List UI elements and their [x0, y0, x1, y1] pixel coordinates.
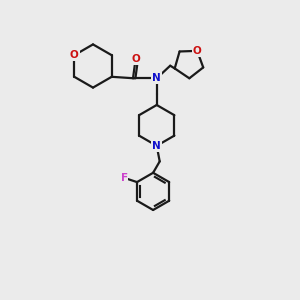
Text: N: N: [152, 73, 161, 83]
Text: O: O: [132, 54, 141, 64]
Text: N: N: [152, 141, 161, 151]
Text: O: O: [70, 50, 79, 60]
Text: O: O: [193, 46, 202, 56]
Text: F: F: [121, 172, 128, 183]
